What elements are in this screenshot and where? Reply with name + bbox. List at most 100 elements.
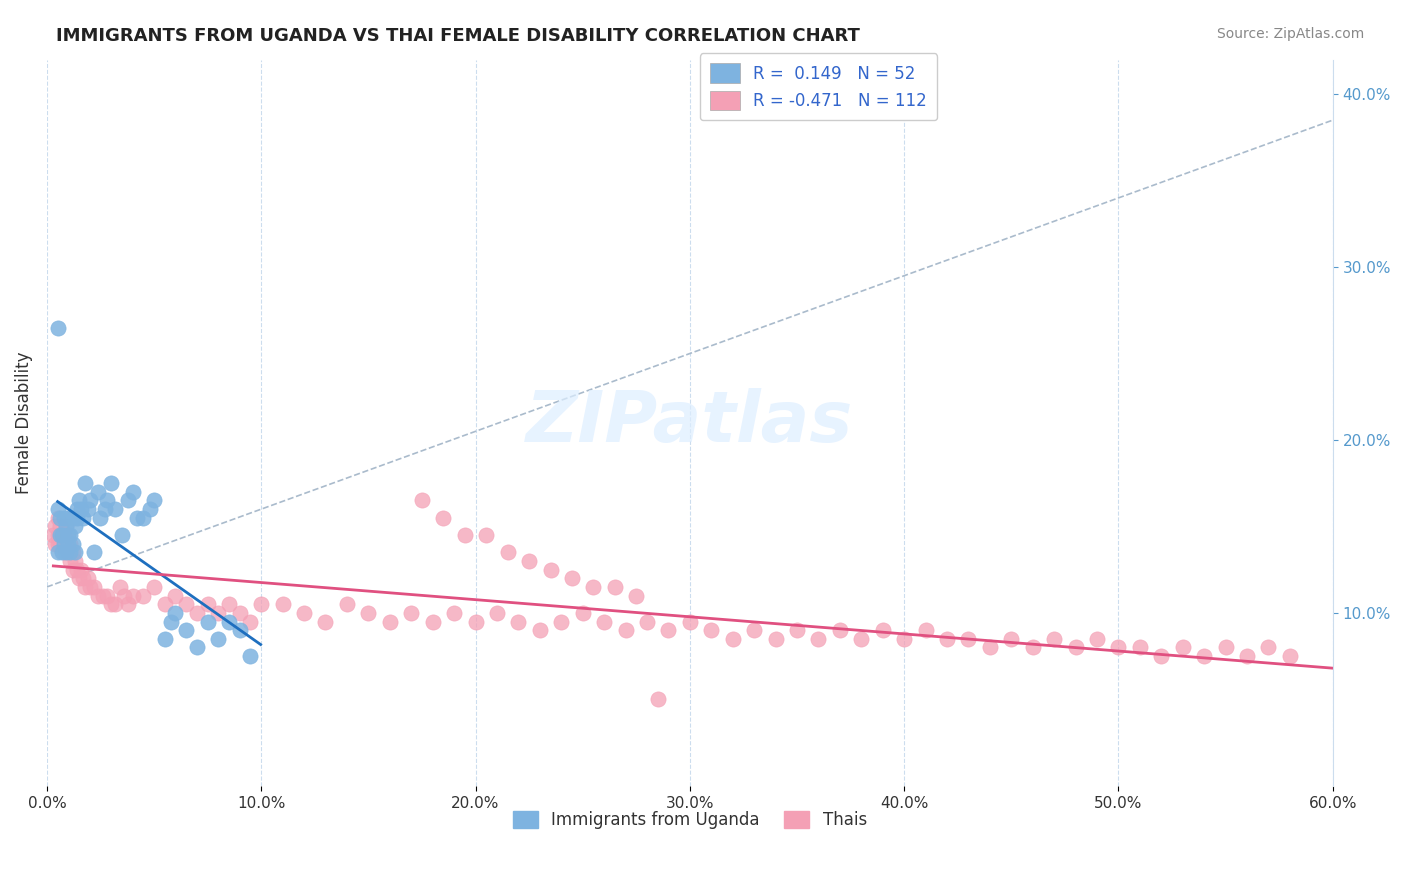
Point: [139, 502, 162, 516]
Point: [807, 632, 830, 646]
Point: [454, 528, 477, 542]
Point: [55, 545, 77, 559]
Point: [475, 528, 498, 542]
Point: [58, 528, 80, 542]
Point: [62, 545, 84, 559]
Point: [508, 615, 530, 629]
Point: [292, 606, 315, 620]
Point: [1150, 649, 1173, 664]
Point: [55, 519, 77, 533]
Point: [239, 649, 262, 664]
Point: [1171, 640, 1194, 655]
Point: [1236, 649, 1258, 664]
Y-axis label: Female Disability: Female Disability: [15, 351, 32, 494]
Point: [132, 510, 155, 524]
Point: [108, 580, 131, 594]
Point: [197, 597, 219, 611]
Point: [51, 528, 73, 542]
Point: [239, 615, 262, 629]
Point: [399, 606, 422, 620]
Point: [66, 510, 89, 524]
Point: [104, 597, 127, 611]
Point: [117, 493, 139, 508]
Text: Source: ZipAtlas.com: Source: ZipAtlas.com: [1216, 27, 1364, 41]
Point: [336, 597, 359, 611]
Point: [70, 563, 93, 577]
Point: [96, 589, 118, 603]
Point: [828, 623, 851, 637]
Point: [540, 563, 562, 577]
Point: [700, 623, 723, 637]
Point: [83, 580, 105, 594]
Point: [464, 615, 486, 629]
Point: [186, 640, 208, 655]
Point: [63, 545, 86, 559]
Point: [1215, 640, 1237, 655]
Point: [571, 606, 593, 620]
Point: [111, 528, 134, 542]
Point: [91, 589, 114, 603]
Point: [44, 519, 66, 533]
Point: [67, 493, 90, 508]
Text: ZIPatlas: ZIPatlas: [526, 388, 853, 458]
Point: [250, 597, 273, 611]
Point: [59, 554, 82, 568]
Point: [218, 597, 240, 611]
Point: [626, 589, 648, 603]
Point: [104, 502, 127, 516]
Point: [48, 510, 70, 524]
Point: [48, 537, 70, 551]
Point: [207, 606, 229, 620]
Point: [58, 528, 80, 542]
Point: [411, 493, 433, 508]
Point: [593, 615, 616, 629]
Point: [229, 606, 252, 620]
Point: [872, 623, 894, 637]
Point: [550, 615, 572, 629]
Legend: Immigrants from Uganda, Thais: Immigrants from Uganda, Thais: [506, 804, 873, 836]
Point: [1000, 632, 1022, 646]
Point: [100, 476, 122, 491]
Point: [1257, 640, 1279, 655]
Point: [1129, 640, 1152, 655]
Point: [48, 528, 70, 542]
Point: [496, 545, 519, 559]
Point: [765, 632, 787, 646]
Point: [63, 519, 86, 533]
Point: [70, 502, 93, 516]
Point: [79, 580, 101, 594]
Point: [53, 510, 76, 524]
Point: [614, 623, 637, 637]
Point: [94, 502, 117, 516]
Point: [44, 537, 66, 551]
Point: [143, 493, 166, 508]
Text: IMMIGRANTS FROM UGANDA VS THAI FEMALE DISABILITY CORRELATION CHART: IMMIGRANTS FROM UGANDA VS THAI FEMALE DI…: [56, 27, 860, 45]
Point: [218, 615, 240, 629]
Point: [1107, 640, 1129, 655]
Point: [378, 615, 401, 629]
Point: [357, 606, 380, 620]
Point: [117, 597, 139, 611]
Point: [48, 519, 70, 533]
Point: [79, 493, 101, 508]
Point: [1022, 640, 1045, 655]
Point: [46, 528, 69, 542]
Point: [46, 545, 69, 559]
Point: [63, 554, 86, 568]
Point: [657, 623, 679, 637]
Point: [62, 537, 84, 551]
Point: [58, 537, 80, 551]
Point: [582, 580, 605, 594]
Point: [1043, 632, 1066, 646]
Point: [1192, 649, 1215, 664]
Point: [46, 510, 69, 524]
Point: [62, 563, 84, 577]
Point: [153, 632, 176, 646]
Point: [957, 632, 980, 646]
Point: [87, 484, 110, 499]
Point: [165, 589, 187, 603]
Point: [125, 510, 148, 524]
Point: [46, 320, 69, 334]
Point: [62, 510, 84, 524]
Point: [53, 537, 76, 551]
